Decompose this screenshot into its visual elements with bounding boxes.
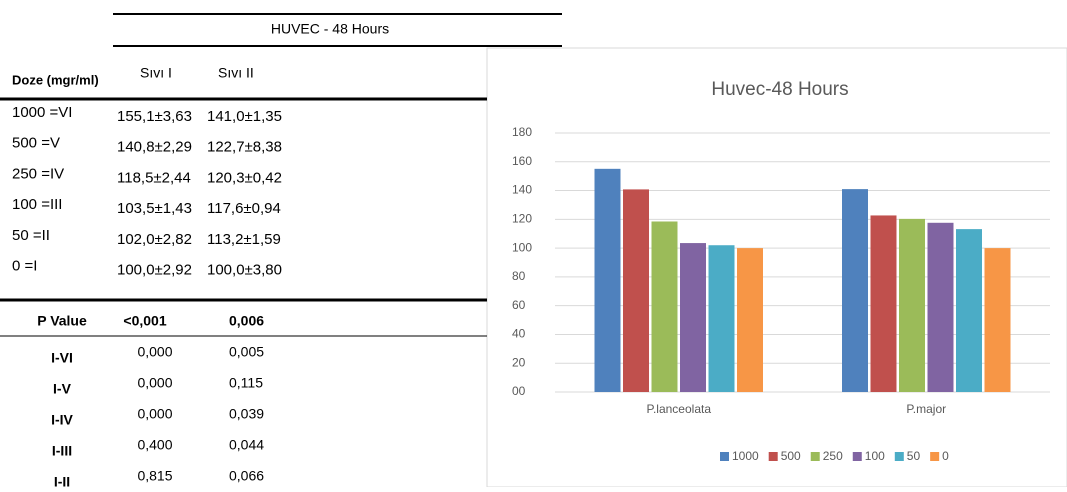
legend-label: 500 xyxy=(781,449,801,463)
cell: 155,1±3,63 xyxy=(117,108,192,125)
bar xyxy=(708,245,735,392)
legend-label: 100 xyxy=(865,449,885,463)
bar xyxy=(623,189,649,392)
cell: 0,400 xyxy=(137,437,172,453)
legend-label: 1000 xyxy=(732,449,759,463)
bar xyxy=(984,248,1011,392)
y-tick-label: 80 xyxy=(512,269,526,283)
y-tick-label: 40 xyxy=(512,327,526,341)
y-tick-label: 60 xyxy=(512,298,526,312)
cell: 103,5±1,43 xyxy=(117,200,192,217)
x-tick-label: P.major xyxy=(906,402,946,416)
cell: I-VI xyxy=(51,350,73,366)
bar xyxy=(594,168,621,392)
cell: 0,044 xyxy=(229,437,264,453)
bar xyxy=(899,218,925,392)
bar xyxy=(651,221,678,392)
cell: 120,3±0,42 xyxy=(207,169,282,186)
cell: 250 =IV xyxy=(12,165,64,182)
cell: 0,000 xyxy=(137,344,172,360)
legend-label: 0 xyxy=(942,449,949,463)
cell: 117,6±0,94 xyxy=(207,200,281,217)
y-tick-label: 140 xyxy=(512,183,532,197)
cell: 141,0±1,35 xyxy=(207,108,282,125)
bar xyxy=(870,215,897,392)
cell: 140,8±2,29 xyxy=(117,139,192,156)
cell: 102,0±2,82 xyxy=(117,231,192,248)
cell: I-IV xyxy=(51,412,73,428)
cell: 0,005 xyxy=(229,344,264,360)
cell: 0,006 xyxy=(229,313,264,329)
legend-swatch xyxy=(894,452,904,461)
cell: 50 =II xyxy=(12,227,50,244)
cell: I-III xyxy=(52,443,72,459)
bar xyxy=(737,248,763,392)
table-title: HUVEC - 48 Hours xyxy=(271,21,389,37)
y-tick-label: 120 xyxy=(512,212,532,226)
legend-swatch xyxy=(852,452,862,461)
cell: 1000 =VI xyxy=(12,104,72,121)
y-tick-label: 180 xyxy=(512,125,532,139)
cell: 0,066 xyxy=(229,468,264,484)
cell: 100,0±2,92 xyxy=(117,261,192,278)
cell: 500 =V xyxy=(12,135,60,152)
bar xyxy=(927,222,954,392)
column-header: Doze (mgr/ml) xyxy=(12,72,99,87)
y-tick-label: 20 xyxy=(512,355,526,369)
chart-title: Huvec-48 Hours xyxy=(711,79,848,100)
cell: 0,115 xyxy=(229,375,263,391)
x-tick-label: P.lanceolata xyxy=(647,402,712,416)
cell: 118,5±2,44 xyxy=(117,169,191,186)
cell: 113,2±1,59 xyxy=(207,231,281,248)
legend-swatch xyxy=(810,452,820,461)
legend-swatch xyxy=(768,452,778,461)
cell: 0,000 xyxy=(137,406,172,422)
cell: 100 =III xyxy=(12,196,62,213)
y-tick-label: 160 xyxy=(512,154,532,168)
legend-label: 50 xyxy=(907,449,921,463)
cell: I-II xyxy=(54,474,70,487)
column-header: Sıvı II xyxy=(218,65,254,81)
cell: 0,000 xyxy=(137,375,172,391)
cell: 0 =I xyxy=(12,257,37,274)
cell: I-V xyxy=(53,381,72,397)
bar xyxy=(956,229,982,392)
legend-label: 250 xyxy=(823,449,843,463)
cell: 122,7±8,38 xyxy=(207,139,282,156)
cell: 0,039 xyxy=(229,406,264,422)
column-header: Sıvı I xyxy=(140,65,172,81)
legend-swatch xyxy=(930,452,940,461)
cell: P Value xyxy=(37,313,87,329)
y-tick-label: 100 xyxy=(512,240,532,254)
cell: 100,0±3,80 xyxy=(207,261,282,278)
cell: 0,815 xyxy=(137,468,172,484)
cell: <0,001 xyxy=(123,313,166,329)
legend-swatch xyxy=(720,452,729,461)
y-tick-label: 00 xyxy=(512,384,526,398)
bar xyxy=(842,189,868,392)
bar xyxy=(680,243,706,392)
